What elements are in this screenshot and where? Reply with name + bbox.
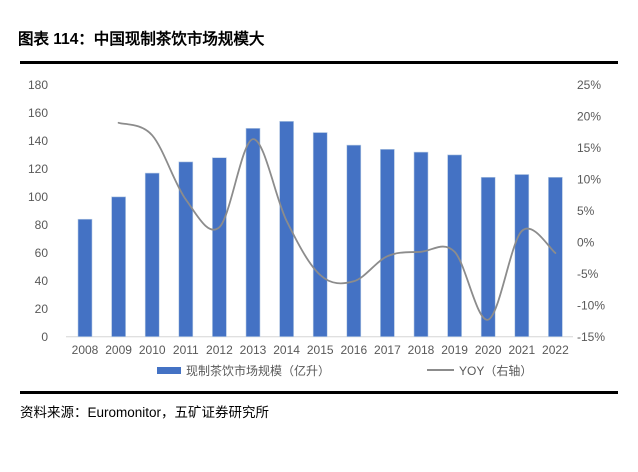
left-axis-tick-0: 0 [41, 330, 48, 344]
left-axis-tick-120: 120 [28, 162, 48, 176]
bar-2018 [413, 151, 429, 337]
x-axis-label-2008: 2008 [72, 343, 99, 357]
x-axis-label-2010: 2010 [139, 343, 166, 357]
chart-title: 图表 114：中国现制茶饮市场规模大 [18, 31, 265, 48]
right-axis-tick--10%: -10% [577, 298, 605, 312]
left-axis-tick-60: 60 [35, 246, 49, 260]
x-axis-label-2018: 2018 [408, 343, 435, 357]
bar-2008 [77, 218, 93, 338]
legend-item-market-size: 现制茶饮市场规模（亿升） [157, 363, 331, 378]
bottom-rule [20, 391, 618, 394]
left-axis-tick-40: 40 [35, 274, 49, 288]
bar-2015 [312, 132, 328, 337]
bar-2013 [245, 128, 261, 337]
left-axis-tick-160: 160 [28, 106, 48, 120]
x-axis-label-2013: 2013 [240, 343, 267, 357]
left-axis-tick-140: 140 [28, 134, 48, 148]
bar-2022 [548, 176, 563, 337]
bar-2009 [111, 196, 126, 337]
x-axis-label-2014: 2014 [273, 343, 300, 357]
right-axis-tick-25%: 25% [577, 78, 601, 92]
bar-2011 [178, 161, 194, 338]
left-axis-tick-100: 100 [28, 190, 48, 204]
legend-item-yoy: YOY（右轴） [427, 363, 533, 378]
right-axis-tick-15%: 15% [577, 141, 601, 155]
x-axis-label-2017: 2017 [374, 343, 401, 357]
right-axis-tick-20%: 20% [577, 110, 601, 124]
source-note: 资料来源：Euromonitor，五矿证券研究所 [20, 405, 270, 420]
left-axis-tick-180: 180 [28, 78, 48, 92]
x-axis-label-2016: 2016 [340, 343, 367, 357]
right-axis-tick-10%: 10% [577, 173, 601, 187]
bar-2017 [380, 149, 395, 337]
x-axis-label-2011: 2011 [173, 343, 199, 357]
bar-2021 [514, 174, 530, 337]
legend-bar-label: 现制茶饮市场规模（亿升） [186, 363, 331, 378]
right-axis-tick-5%: 5% [577, 204, 595, 218]
left-axis-tick-80: 80 [35, 218, 49, 232]
title-underline [20, 61, 618, 64]
bar-2010 [144, 172, 160, 337]
bar-2020 [480, 176, 496, 337]
bar-2014 [279, 121, 294, 338]
line-series-swatch [427, 369, 454, 371]
x-axis-label-2020: 2020 [475, 343, 502, 357]
yoy-line [117, 121, 557, 321]
x-axis-label-2015: 2015 [307, 343, 334, 357]
bar-2012 [212, 157, 227, 337]
bar-series-swatch [157, 366, 181, 374]
x-axis-label-2019: 2019 [441, 343, 468, 357]
x-axis-label-2021: 2021 [508, 343, 535, 357]
right-axis-tick--15%: -15% [577, 330, 605, 344]
bar-2019 [447, 154, 462, 338]
legend-line-label: YOY（右轴） [459, 363, 533, 378]
left-axis-tick-20: 20 [35, 302, 49, 316]
x-axis-label-2009: 2009 [105, 343, 132, 357]
right-axis-tick-0%: 0% [577, 236, 595, 250]
right-axis-tick--5%: -5% [577, 267, 599, 281]
x-axis-label-2012: 2012 [206, 343, 233, 357]
bar-2016 [346, 144, 362, 337]
x-axis-label-2022: 2022 [542, 343, 569, 357]
